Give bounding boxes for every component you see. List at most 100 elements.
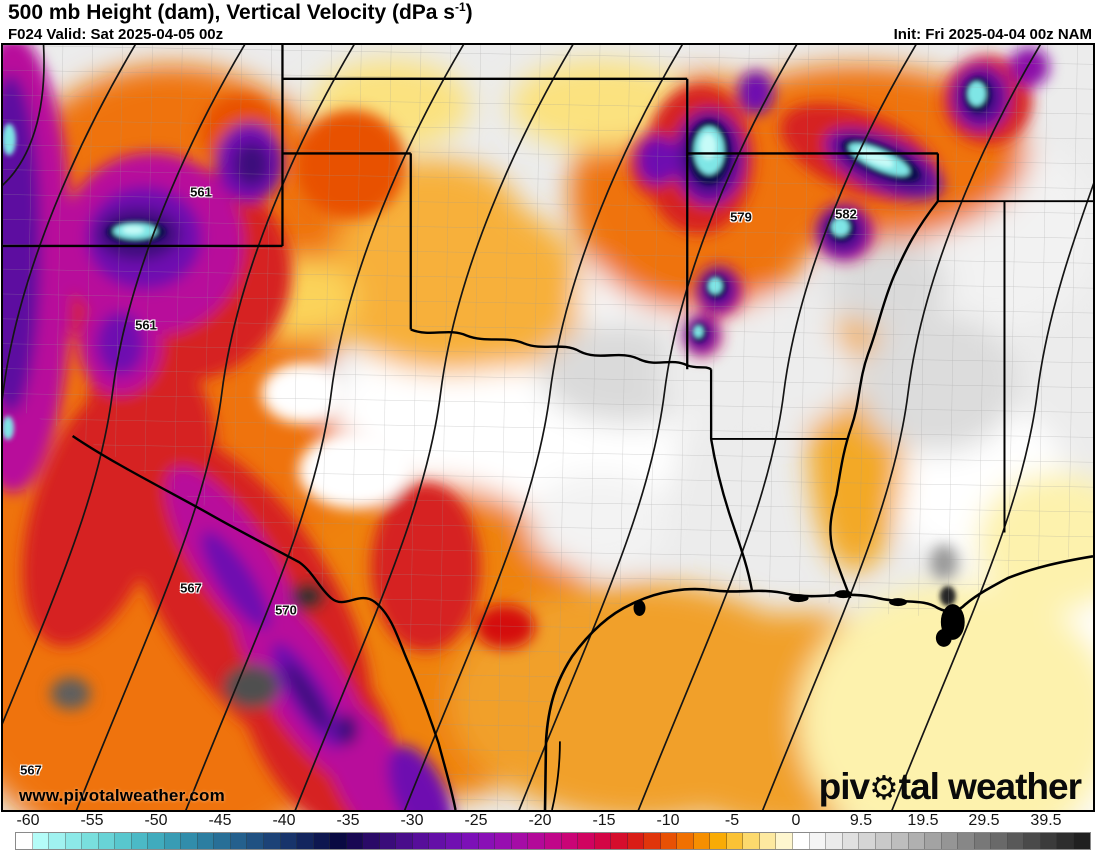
colorbar-cell	[743, 833, 760, 849]
vertical-velocity-field	[3, 45, 1093, 810]
colorbar-cell	[627, 833, 645, 849]
colorbar-cell	[974, 833, 992, 849]
colorbar-tick-label: -40	[272, 812, 296, 829]
weather-field-image	[3, 45, 1093, 810]
colorbar-tick-label: -20	[528, 812, 552, 829]
valid-time-label: F024 Valid: Sat 2025-04-05 00z	[8, 26, 224, 43]
colorbar-tick-label: 19.5	[907, 812, 939, 829]
contour-label: 579	[730, 209, 752, 225]
colorbar-cell	[578, 833, 595, 849]
colorbar-cell	[32, 833, 50, 849]
colorbar-cell	[1074, 833, 1090, 849]
colorbar-cell	[958, 833, 975, 849]
rio-grande	[71, 434, 457, 810]
delta-marsh	[633, 590, 965, 647]
colorbar-tick-label: -35	[336, 812, 360, 829]
colorbar-cell	[346, 833, 364, 849]
colorbar-cell	[164, 833, 182, 849]
colorbar-cell	[148, 833, 165, 849]
colorbar-tick-label: -10	[656, 812, 680, 829]
colorbar-cell	[677, 833, 694, 849]
colorbar-cell	[511, 833, 529, 849]
colorbar-cell	[280, 833, 298, 849]
colorbar	[15, 832, 1091, 850]
colorbar-tick-label: -50	[144, 812, 168, 829]
colorbar-cell	[495, 833, 512, 849]
colorbar-tick-label: 29.5	[968, 812, 1000, 829]
colorbar-ticks: -60 -55 -50 -45 -40 -35 -30 -25 -20 -15 -10 -5 0 9.5 1…	[0, 812, 1100, 831]
colorbar-cell	[98, 833, 116, 849]
coastline	[543, 555, 1093, 810]
state-borders	[3, 45, 1093, 533]
colorbar-cell	[759, 833, 777, 849]
title-superscript: -1	[455, 0, 466, 14]
colorbar-cell	[379, 833, 397, 849]
colorbar-cell	[1024, 833, 1041, 849]
pivotal-weather-logo: piv⚙tal weather	[818, 766, 1082, 807]
colorbar-cell	[925, 833, 942, 849]
gear-icon: ⚙	[869, 769, 899, 806]
contour-label: 567	[20, 762, 42, 778]
colorbar-tick-label: -60	[16, 812, 40, 829]
page-title: 500 mb Height (dam), Vertical Velocity (…	[8, 0, 473, 24]
height-contours	[3, 45, 1093, 810]
colorbar-cell	[330, 833, 347, 849]
contour-label: 561	[190, 184, 212, 200]
colorbar-cell	[594, 833, 612, 849]
contour-label: 561	[135, 317, 157, 333]
colorbar-cell	[65, 833, 83, 849]
colorbar-tick-label: -15	[592, 812, 616, 829]
colorbar-cell	[247, 833, 264, 849]
colorbar-cell	[561, 833, 579, 849]
colorbar-cell	[1057, 833, 1074, 849]
colorbar-tick-label: 39.5	[1030, 812, 1062, 829]
colorbar-cell	[462, 833, 479, 849]
colorbar-tick-label: 0	[791, 812, 801, 829]
colorbar-cell	[313, 833, 331, 849]
colorbar-cell	[545, 833, 562, 849]
colorbar-cell	[49, 833, 66, 849]
colorbar-cell	[412, 833, 430, 849]
colorbar-cell	[197, 833, 215, 849]
colorbar-cell	[16, 833, 33, 849]
colorbar-tick-label: -25	[464, 812, 488, 829]
colorbar-cell	[263, 833, 281, 849]
contour-label: 570	[275, 602, 297, 618]
init-time-label: Init: Fri 2025-04-04 00z NAM	[893, 26, 1092, 43]
county-grid	[3, 45, 1093, 810]
colorbar-cell	[644, 833, 661, 849]
colorbar-cell	[892, 833, 909, 849]
colorbar-cell	[363, 833, 380, 849]
mississippi-river	[829, 200, 939, 599]
colorbar-cell	[660, 833, 678, 849]
colorbar-cell	[611, 833, 628, 849]
colorbar-cell	[181, 833, 198, 849]
colorbar-cell	[1007, 833, 1025, 849]
colorbar-cell	[792, 833, 810, 849]
sabine-river	[709, 438, 754, 591]
colorbar-cell	[478, 833, 496, 849]
forecast-info-row: F024 Valid: Sat 2025-04-05 00z Init: Fri…	[8, 26, 1092, 43]
colorbar-tick-label: -45	[208, 812, 232, 829]
colorbar-cell	[131, 833, 149, 849]
colorbar-cell	[908, 833, 926, 849]
colorbar-tick-label: -5	[724, 812, 740, 829]
colorbar-tick-label: -30	[400, 812, 424, 829]
colorbar-cell	[726, 833, 744, 849]
map-canvas: 561 561 567 570 567 579 582 www.pivotalweather…	[1, 43, 1095, 812]
red-river	[410, 328, 712, 371]
colorbar-cell	[941, 833, 959, 849]
river-borders	[71, 200, 939, 810]
colorbar-cell	[1040, 833, 1058, 849]
colorbar-cell	[826, 833, 843, 849]
colorbar-cell	[842, 833, 860, 849]
colorbar-cell	[297, 833, 314, 849]
colorbar-tick-label: 9.5	[849, 812, 873, 829]
colorbar-cell	[875, 833, 893, 849]
colorbar-cell	[115, 833, 132, 849]
contour-label: 567	[180, 580, 202, 596]
colorbar-cell	[991, 833, 1008, 849]
colorbar-cell	[230, 833, 248, 849]
colorbar-cell	[214, 833, 231, 849]
